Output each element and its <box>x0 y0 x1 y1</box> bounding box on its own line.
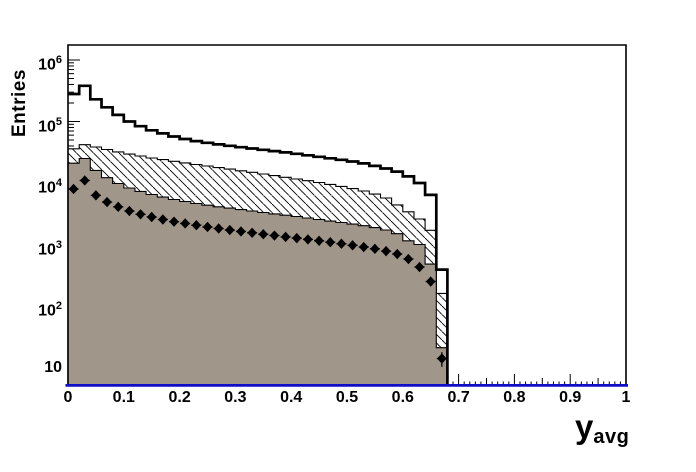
diamond-marker <box>291 232 302 244</box>
diamond-marker <box>258 229 269 240</box>
diamond-marker <box>236 226 246 237</box>
diamond-marker <box>314 235 324 246</box>
diamond-marker <box>158 214 168 225</box>
x-axis-title-main: y <box>575 408 594 445</box>
diamond-marker <box>425 276 436 287</box>
diamond-marker <box>91 190 101 201</box>
diamond-marker <box>79 175 90 186</box>
data-points <box>68 175 447 367</box>
diamond-marker <box>169 216 179 227</box>
plot-frame <box>67 44 627 386</box>
diamond-marker <box>68 183 79 195</box>
diamond-marker <box>437 353 447 364</box>
diamond-marker <box>325 236 336 248</box>
diamond-marker <box>336 238 347 249</box>
x-axis-title-subscript: avg <box>593 426 630 448</box>
diamond-marker <box>146 211 157 223</box>
y-axis-title: Entries <box>9 69 30 137</box>
diamond-marker <box>370 243 380 255</box>
diamond-marker <box>403 253 414 265</box>
diamond-marker <box>202 221 213 233</box>
gray-histogram-outline <box>67 157 448 386</box>
diamond-marker <box>113 201 124 213</box>
diamond-marker <box>358 241 369 253</box>
diamond-marker <box>381 245 391 257</box>
diamond-marker <box>102 196 112 208</box>
diamond-marker <box>225 224 235 236</box>
diamond-marker <box>392 248 403 260</box>
diamond-marker <box>135 209 146 220</box>
diamond-marker <box>124 205 135 217</box>
diamond-marker <box>347 240 358 251</box>
x-axis-title: y avg <box>575 408 630 448</box>
diamond-marker <box>191 219 202 231</box>
diamond-marker <box>303 234 313 245</box>
diamond-marker <box>180 218 190 229</box>
diamond-marker <box>213 223 224 234</box>
open-histogram-line <box>68 84 449 386</box>
diamond-marker <box>269 230 280 241</box>
diamond-marker <box>414 261 425 273</box>
hatched-histogram-outline <box>67 144 448 386</box>
diamond-marker <box>247 227 257 238</box>
diamond-marker <box>280 231 291 243</box>
